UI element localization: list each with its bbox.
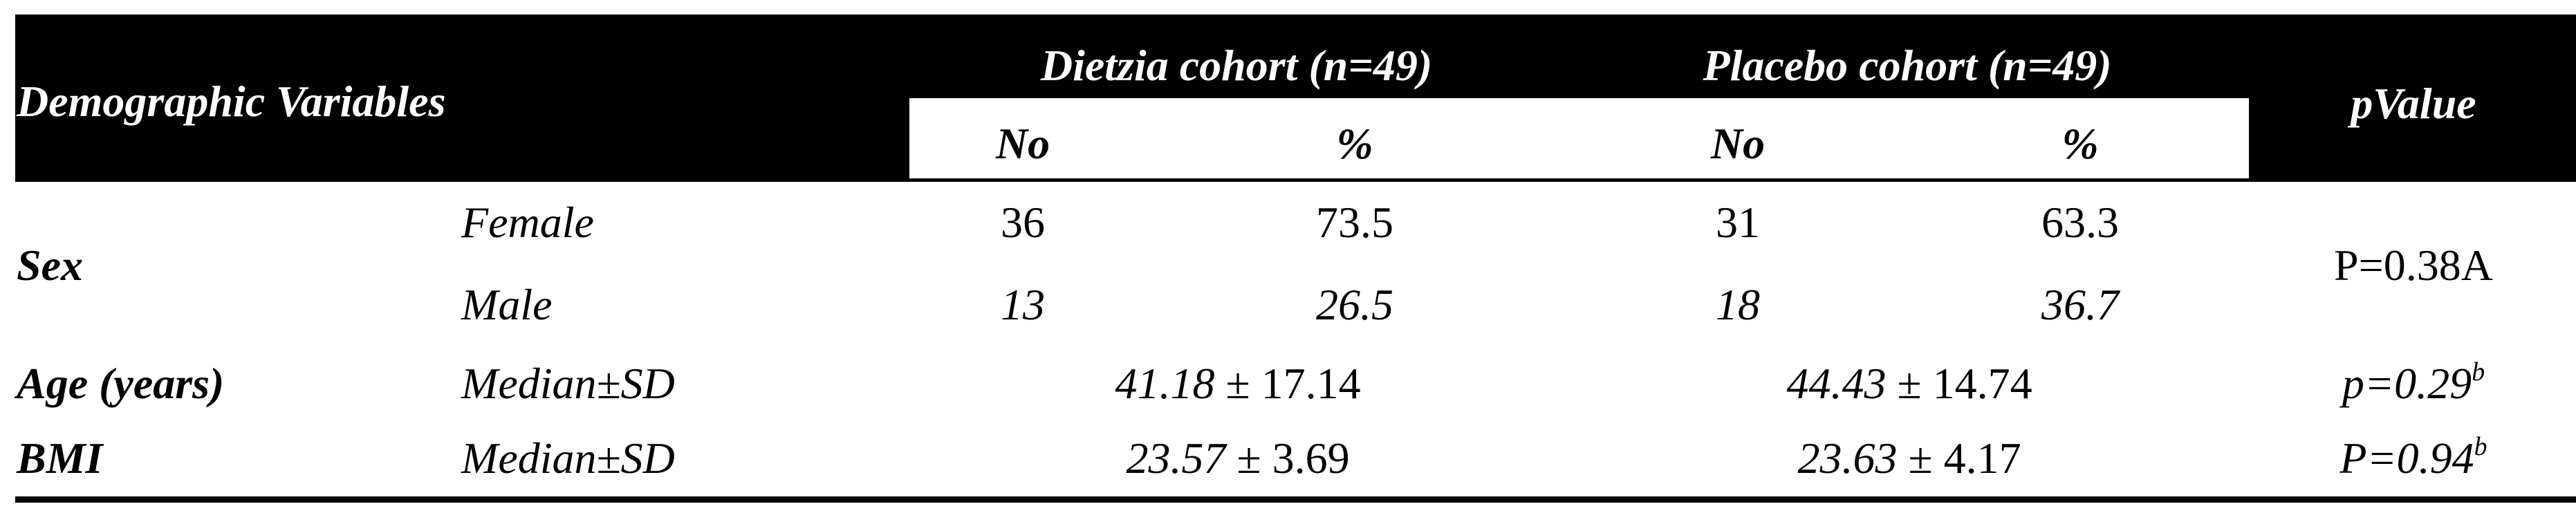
age-dietzia-sd: ± 17.14 — [1225, 359, 1361, 408]
age-placebo-value: 44.43 ± 14.74 — [1786, 362, 2032, 406]
header-demographic-variables: Demographic Variables — [17, 77, 446, 126]
age-placebo-median: 44.43 — [1786, 359, 1887, 408]
age-placebo-sd: ± 14.74 — [1897, 359, 2032, 408]
female-dietzia-pct: 73.5 — [1316, 198, 1393, 247]
subheader-row — [909, 98, 2249, 178]
bmi-placebo-value: 23.63 ± 4.17 — [1797, 436, 2021, 481]
age-pvalue: p=0.29b — [2342, 359, 2485, 408]
age-stat-label: Median±SD — [461, 359, 675, 408]
age-dietzia-value: 41.18 ± 17.14 — [1115, 362, 1360, 406]
bmi-pvalue: P=0.94b — [2339, 433, 2487, 483]
row-age-label: Age (years) — [17, 359, 225, 408]
sex-pvalue: P=0.38A — [2334, 241, 2493, 290]
age-pvalue-sup: b — [2472, 357, 2485, 386]
age-pvalue-text: p=0.29 — [2342, 359, 2472, 408]
male-dietzia-pct: 26.5 — [1316, 280, 1393, 329]
header-dietzia-no: No — [995, 119, 1050, 168]
female-placebo-no: 31 — [1716, 198, 1760, 247]
header-placebo-no: No — [1710, 119, 1766, 168]
row-sex-label: Sex — [17, 241, 83, 290]
bmi-placebo-sd: ± 4.17 — [1908, 433, 2021, 483]
row-male-label: Male — [461, 280, 553, 329]
bmi-dietzia-sd: ± 3.69 — [1236, 433, 1350, 483]
male-placebo-pct: 36.7 — [2041, 280, 2119, 329]
male-placebo-no: 18 — [1716, 280, 1760, 329]
header-dietzia-cohort: Dietzia cohort (n=49) — [1040, 41, 1433, 90]
male-dietzia-no: 13 — [1001, 280, 1045, 329]
bmi-pvalue-sup: b — [2474, 432, 2487, 461]
bmi-placebo-median: 23.63 — [1797, 433, 1898, 483]
female-dietzia-no: 36 — [1001, 198, 1045, 247]
bmi-dietzia-median: 23.57 — [1126, 433, 1226, 483]
bottom-rule — [15, 496, 2576, 503]
header-placebo-percent: % — [2061, 119, 2099, 168]
bmi-pvalue-text: P=0.94 — [2339, 433, 2474, 483]
header-placebo-cohort: Placebo cohort (n=49) — [1703, 41, 2112, 90]
age-dietzia-median: 41.18 — [1115, 359, 1215, 408]
female-placebo-pct: 63.3 — [2041, 198, 2119, 247]
row-bmi-label: BMI — [17, 433, 103, 483]
bmi-dietzia-value: 23.57 ± 3.69 — [1126, 436, 1349, 481]
row-female-label: Female — [461, 198, 594, 247]
bmi-stat-label: Median±SD — [461, 433, 675, 483]
header-pvalue: pValue — [2351, 79, 2476, 128]
header-dietzia-percent: % — [1336, 119, 1373, 168]
